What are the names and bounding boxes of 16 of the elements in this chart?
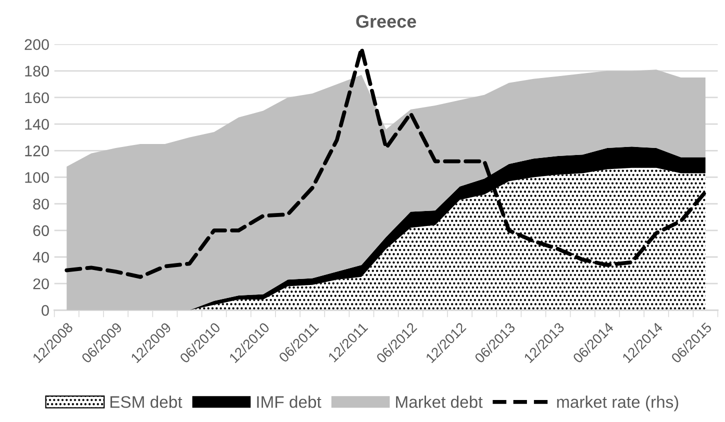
legend-label: IMF debt [257,396,322,408]
y-tick-label: 180 [25,66,49,77]
legend-label: market rate (rhs) [557,396,678,412]
y-tick-label: 60 [33,225,49,236]
y-tick-label: 120 [25,146,49,156]
y-tick-label: 20 [33,278,49,290]
y-tick-label: 40 [32,252,49,263]
y-tick-label: 140 [25,118,49,130]
y-tick-label: 80 [33,198,49,210]
y-tick-label: 0 [42,305,49,316]
legend-label: Market debt [396,396,483,408]
y-tick-label: 160 [25,92,49,104]
y-tick-label: 200 [24,39,49,50]
chart-title: Greece [356,15,416,28]
legend-label: ESM debt [110,396,182,408]
y-tick-label: 100 [25,172,49,183]
